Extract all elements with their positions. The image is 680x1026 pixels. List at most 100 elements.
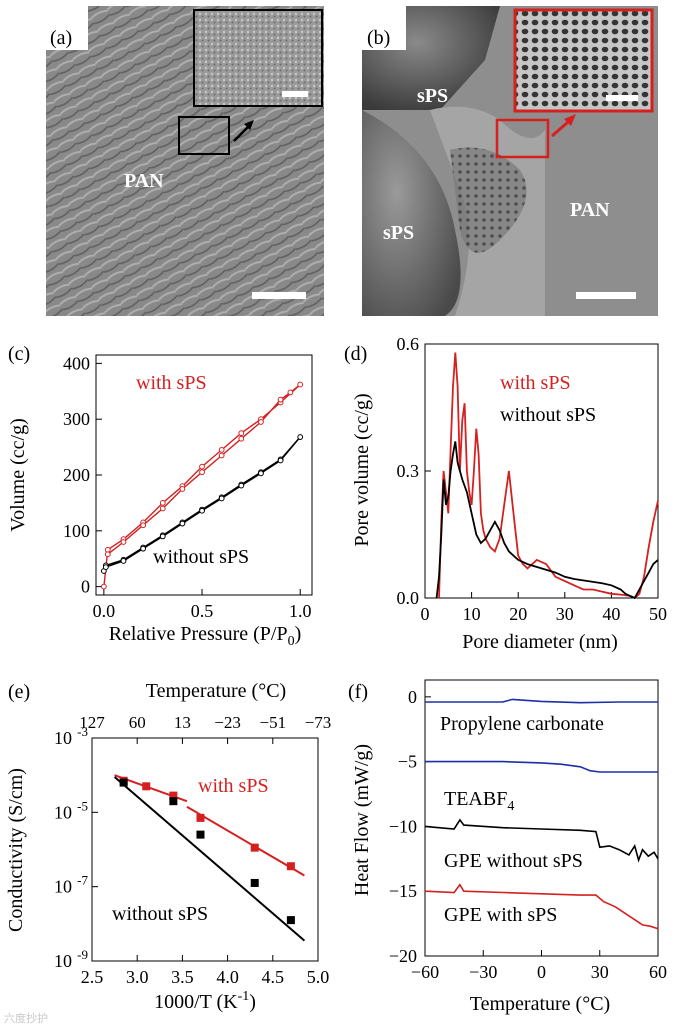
- y-tick-exponent-e: -5: [77, 798, 88, 813]
- panel-label-b: (b): [367, 27, 390, 49]
- chart-c-isotherm: (c) 0.0 0.5 1.0 0 100 200 300 400 with sPS with…: [7, 343, 313, 649]
- data-point-c: [120, 539, 127, 545]
- x-tick-label-d: 10: [463, 604, 481, 624]
- region-label-sps-top: sPS: [417, 85, 448, 107]
- sem-image-a: (a) PAN: [46, 6, 324, 316]
- legend-gpe-with-sps: GPE with sPS: [444, 904, 557, 926]
- x-tick-label-e: 3.0: [126, 967, 149, 987]
- x-tick-label-d: 0: [421, 604, 430, 624]
- panel-a-label-bg: [46, 6, 88, 50]
- series-line-f: [425, 698, 658, 704]
- panel-label-d: (d): [344, 343, 367, 365]
- top-tick-label-e: 127: [79, 713, 105, 732]
- data-point-e: [169, 797, 178, 806]
- x-tick-label-f: 60: [649, 962, 667, 982]
- x-tick-label-f: 30: [591, 962, 609, 982]
- fit-line-e: [113, 776, 306, 942]
- data-point-c: [218, 446, 225, 453]
- data-point-e: [196, 813, 205, 822]
- xlabel-c-main: Relative Pressure (P/P: [109, 623, 288, 645]
- data-point-e: [286, 916, 295, 925]
- data-point-c: [179, 520, 186, 527]
- y-tick-label-e: 10: [54, 802, 72, 822]
- ylabel-f: Heat Flow (mW/g): [351, 744, 373, 896]
- data-point-c: [199, 463, 205, 470]
- legend-teabf4: TEABF4: [444, 788, 514, 814]
- data-point-c: [277, 457, 284, 464]
- series-line-d: [435, 441, 659, 600]
- series-line-c: [103, 436, 301, 572]
- y-tick-exponent-e: -9: [77, 947, 88, 962]
- y-tick-label-f: −5: [398, 752, 417, 772]
- data-point-c: [159, 533, 166, 540]
- y-tick-label-e: 10: [54, 877, 72, 897]
- series-line-d: [438, 352, 659, 600]
- xlabel-f: Temperature (°C): [470, 993, 610, 1015]
- region-label-sps-left: sPS: [383, 222, 414, 244]
- panel-b-label-bg: [362, 6, 406, 50]
- data-point-c: [199, 507, 205, 514]
- y-tick-label-d: 0.0: [397, 588, 420, 608]
- watermark: 六度抄护: [4, 1011, 48, 1025]
- y-tick-label-e: 10: [54, 728, 72, 748]
- region-label-pan-b: PAN: [570, 199, 610, 221]
- data-point-c: [199, 469, 205, 476]
- data-point-c: [102, 564, 109, 570]
- legend-teabf4-main: TEABF: [444, 788, 507, 810]
- xlabel-c-end: ): [295, 623, 302, 645]
- y-tick-label-c: 300: [63, 409, 90, 429]
- top-tick-label-e: −51: [260, 713, 287, 732]
- y-tick-label-f: 0: [408, 687, 417, 707]
- data-point-e: [250, 843, 259, 852]
- scale-bar-inset-a: [282, 91, 308, 97]
- inset-zoom-a: [193, 9, 323, 107]
- xlabel-e-end: ): [249, 991, 256, 1013]
- top-tick-label-e: −73: [305, 713, 332, 732]
- sem-image-b: (b) sPS sPS PAN: [362, 6, 658, 317]
- zoom-arrow-icon-a: [233, 120, 254, 142]
- xlabel-e-sup: -1: [238, 989, 250, 1004]
- y-tick-label-c: 400: [63, 353, 90, 373]
- panel-label-c: (c): [8, 343, 30, 365]
- xlabel-d: Pore diameter (nm): [462, 631, 618, 653]
- panel-label-e: (e): [8, 681, 30, 703]
- zoom-arrow-icon-b: [551, 114, 576, 138]
- data-point-c: [104, 551, 111, 558]
- data-point-c: [238, 435, 245, 442]
- scale-bar-inset-b: [606, 95, 638, 101]
- inset-zoom-b: [513, 8, 654, 113]
- legend-without-sps-d: without sPS: [500, 404, 596, 426]
- panel-label-f: (f): [348, 681, 368, 703]
- y-tick-label-c: 100: [63, 521, 90, 541]
- y-tick-label-c: 0: [81, 577, 90, 597]
- data-point-e: [286, 862, 295, 871]
- series-line-f: [424, 883, 659, 930]
- chart-f-dsc: (f) −60 −30 0 30 60 0 −5 −10 −15 −20 Propylene ca…: [348, 679, 667, 1015]
- y-tick-label-d: 0.6: [397, 334, 420, 354]
- plot-frame-e: [91, 737, 319, 962]
- chart-d-pore-distribution: (d) 0 10 20 30 40 50 0.0 0.3 0.6 with sPS withou…: [344, 334, 667, 653]
- zoom-region-box-a: [178, 116, 230, 155]
- data-point-c: [140, 522, 147, 529]
- x-tick-label-e: 3.5: [171, 967, 194, 987]
- x-tick-label-c: 0.5: [191, 601, 214, 621]
- data-point-c: [159, 500, 166, 506]
- x-tick-label-d: 30: [556, 604, 574, 624]
- series-line-f: [424, 818, 659, 863]
- legend-with-sps-c: with sPS: [136, 372, 207, 394]
- y-tick-exponent-e: -7: [77, 873, 88, 888]
- data-point-c: [238, 482, 245, 489]
- data-point-c: [120, 558, 127, 564]
- y-tick-exponent-e: -3: [77, 724, 88, 739]
- top-tick-label-e: 13: [174, 713, 191, 732]
- x-tick-label-e: 4.0: [216, 967, 239, 987]
- data-point-e: [169, 791, 178, 800]
- data-point-e: [250, 878, 259, 887]
- data-point-c: [297, 434, 304, 440]
- xlabel-c-sub: 0: [288, 634, 295, 649]
- x-tick-label-f: 0: [537, 962, 546, 982]
- data-point-c: [140, 545, 147, 552]
- panel-label-a: (a): [50, 27, 72, 49]
- data-point-e: [196, 830, 205, 839]
- data-point-c: [159, 505, 166, 512]
